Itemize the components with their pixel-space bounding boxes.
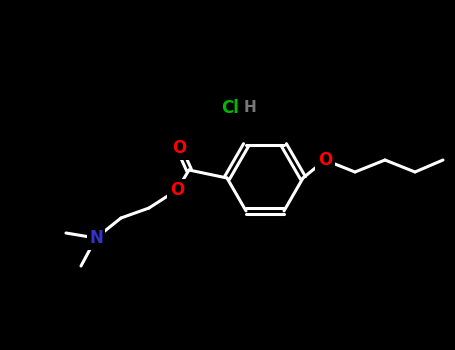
Text: O: O <box>172 139 186 157</box>
Text: N: N <box>89 229 103 247</box>
Text: Cl: Cl <box>221 99 239 117</box>
Text: H: H <box>243 100 256 116</box>
Text: O: O <box>170 181 184 199</box>
Text: O: O <box>318 151 332 169</box>
